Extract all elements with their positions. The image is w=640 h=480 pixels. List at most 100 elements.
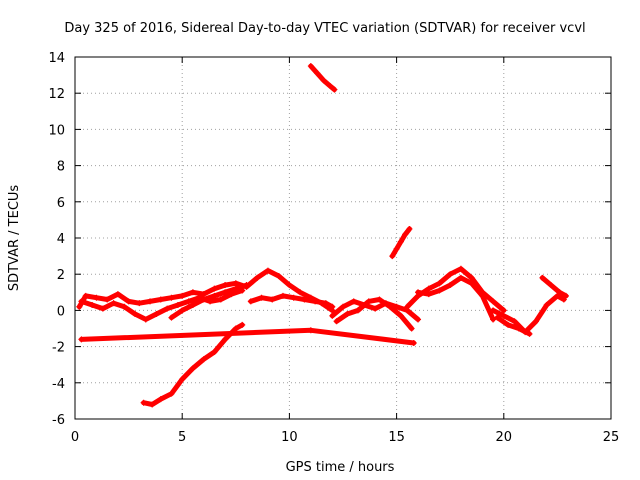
series-track-spike-11h [307, 63, 338, 93]
data-point [408, 325, 415, 332]
x-tick-label: 25 [603, 430, 620, 445]
data-point [164, 305, 171, 312]
data-point [327, 82, 334, 89]
data-point [78, 336, 85, 343]
data-point [554, 292, 561, 299]
data-point [340, 303, 346, 310]
data-point [532, 318, 539, 325]
data-point [511, 318, 518, 325]
data-point [350, 298, 357, 305]
data-point [222, 282, 229, 289]
data-point [415, 316, 422, 323]
data-point [185, 298, 192, 305]
data-point [168, 390, 175, 397]
data-point [189, 289, 196, 296]
data-point [93, 294, 100, 301]
y-tick-label: -4 [52, 377, 65, 392]
x-tick-label: 10 [281, 430, 298, 445]
data-point [243, 282, 250, 289]
data-point [222, 289, 229, 296]
data-point [331, 86, 338, 93]
data-point [479, 292, 486, 299]
data-point [297, 289, 304, 296]
data-point [258, 294, 265, 301]
data-point [239, 321, 246, 328]
data-point [539, 274, 546, 281]
data-point [211, 285, 218, 292]
data-point [247, 298, 254, 305]
data-point [110, 300, 117, 307]
y-tick-label: 10 [48, 123, 65, 138]
data-point [211, 349, 218, 356]
data-point [200, 296, 207, 303]
data-point [132, 311, 139, 318]
data-point [320, 77, 327, 84]
data-point [168, 294, 175, 301]
data-point [415, 289, 422, 296]
data-point [500, 307, 507, 314]
data-point [121, 303, 128, 310]
grid-lines [75, 57, 611, 419]
series-track-dip-4-8h [168, 282, 250, 321]
data-point [290, 294, 297, 301]
data-point [547, 282, 554, 289]
data-point [168, 314, 175, 321]
data-point [78, 298, 85, 305]
y-tick-label: 12 [48, 87, 65, 102]
data-point [457, 274, 464, 281]
data-point [179, 376, 186, 383]
y-tick-label: -2 [52, 341, 65, 356]
data-point [397, 312, 404, 319]
data-point [82, 292, 89, 299]
data-point [125, 298, 132, 305]
data-point [179, 307, 186, 314]
data-point [333, 318, 340, 325]
data-point [500, 312, 507, 319]
y-tick-label: 14 [48, 51, 65, 66]
data-point [562, 292, 569, 299]
data-point [217, 296, 224, 303]
data-point [425, 291, 432, 298]
data-point [556, 289, 563, 296]
series-track-end [539, 274, 569, 299]
data-point [149, 401, 156, 408]
chart-title: Day 325 of 2016, Sidereal Day-to-day VTE… [64, 21, 585, 36]
x-tick-label: 20 [496, 430, 513, 445]
series-band [334, 297, 415, 331]
data-point [200, 291, 207, 298]
data-point [490, 307, 497, 314]
data-point [136, 300, 143, 307]
data-point [275, 273, 282, 280]
y-tick-label: 2 [57, 268, 65, 283]
data-point [447, 282, 454, 289]
data-point [314, 70, 321, 77]
data-point [286, 282, 293, 289]
data-point [99, 305, 106, 312]
data-point [406, 225, 413, 232]
data-point [157, 396, 164, 403]
x-tick-label: 0 [71, 430, 79, 445]
data-point [307, 327, 314, 334]
data-point [279, 292, 286, 299]
data-point [490, 298, 497, 305]
data-point [142, 316, 149, 323]
data-point [365, 298, 372, 305]
data-point [232, 285, 239, 292]
data-point [322, 300, 329, 307]
data-point [157, 296, 164, 303]
data-point [436, 280, 443, 287]
data-point [222, 336, 229, 343]
data-point [189, 301, 196, 308]
data-point [490, 316, 497, 323]
series-track-rise-15h [389, 225, 413, 260]
data-point [410, 339, 417, 346]
data-point [526, 330, 533, 337]
series-track-spikes-down [78, 327, 417, 346]
data-point [402, 231, 409, 238]
axis-ticks: 0 5 10 15 20 25 -6 -4 -2 0 2 4 6 8 10 12 14 [48, 51, 619, 445]
series-track-16-20h-b [415, 274, 497, 323]
data-point [307, 63, 314, 70]
data-point [329, 303, 336, 310]
data-point [76, 303, 83, 310]
data-point [376, 296, 383, 303]
